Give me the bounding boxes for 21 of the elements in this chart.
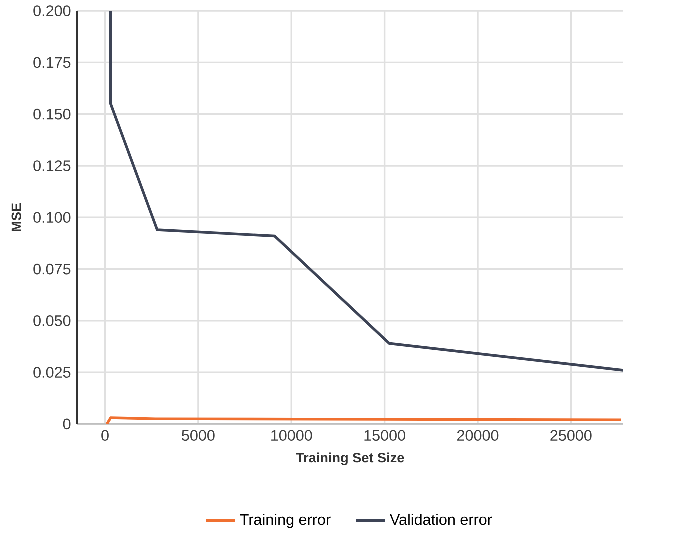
x-tick-label: 10000 xyxy=(272,430,312,441)
y-tick-label: 0 xyxy=(63,418,71,430)
y-tick-label: 0.075 xyxy=(34,264,71,275)
y-axis-title: MSE xyxy=(12,203,22,232)
line-series xyxy=(106,416,623,424)
y-tick-label: 0.200 xyxy=(34,5,71,16)
x-axis-title: Training Set Size xyxy=(296,452,404,466)
x-tick-label: 25000 xyxy=(550,430,592,441)
y-tick-label: 0.050 xyxy=(34,315,71,326)
y-tick-label: 0.025 xyxy=(34,366,71,378)
line-series xyxy=(110,10,624,372)
x-tick-label: 0 xyxy=(102,430,109,441)
legend-label: Validation error xyxy=(390,514,492,526)
legend-label: Training error xyxy=(240,514,331,528)
y-tick-label: 0.125 xyxy=(34,160,71,172)
y-tick-label: 0.100 xyxy=(34,212,71,223)
x-tick-label: 20000 xyxy=(458,430,499,441)
y-tick-label: 0.150 xyxy=(34,108,71,120)
x-tick-label: 15000 xyxy=(364,430,406,441)
x-tick-label: 5000 xyxy=(182,430,215,441)
y-tick-label: 0.175 xyxy=(34,57,71,68)
